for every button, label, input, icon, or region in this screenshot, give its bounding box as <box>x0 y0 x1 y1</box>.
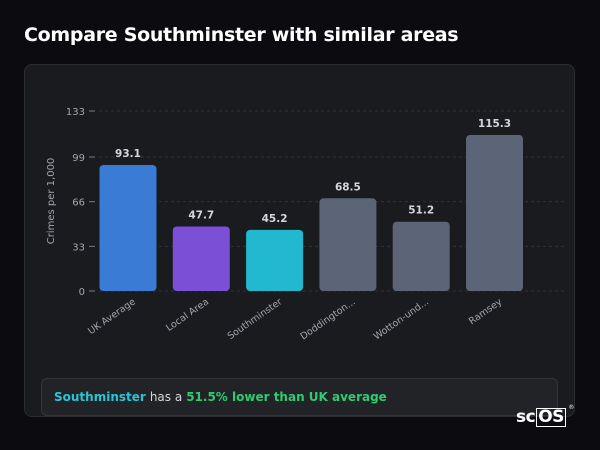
chart-card: 0 33 66 99 133 Crimes per 1,000 93.1 UK Average… <box>24 64 575 417</box>
x-category-label: Doddington... <box>298 296 357 342</box>
bar <box>466 134 523 291</box>
x-category-label: Ramsey <box>467 296 505 327</box>
bar-value-label: 68.5 <box>335 181 361 193</box>
x-category-label: Southminster <box>226 296 285 342</box>
bar-value-label: 47.7 <box>188 209 214 221</box>
summary-area-name: Southminster <box>54 390 146 404</box>
y-tick-label: 133 <box>66 107 85 118</box>
y-tick-label: 0 <box>79 287 85 298</box>
x-category-label: UK Average <box>86 296 138 337</box>
bar-value-label: 45.2 <box>262 213 288 225</box>
bar-value-label: 51.2 <box>408 205 434 217</box>
logo-registered-mark: ® <box>568 404 574 411</box>
bar <box>392 221 450 291</box>
bar <box>319 198 377 291</box>
y-tick-label: 66 <box>72 198 85 209</box>
logo-prefix: sc <box>516 407 536 427</box>
bar-value-label: 93.1 <box>115 148 141 160</box>
x-category-label: Wotton-und... <box>372 296 431 342</box>
logo-box: OS <box>536 407 566 427</box>
summary-difference: 51.5% lower than UK average <box>186 390 387 404</box>
bar <box>99 165 157 291</box>
scos-logo: sc OS ® <box>516 405 574 427</box>
y-tick-label: 99 <box>72 153 85 164</box>
y-axis-label: Crimes per 1,000 <box>46 158 57 245</box>
bar <box>172 226 230 291</box>
summary-text: has a <box>149 390 183 404</box>
x-category-label: Local Area <box>164 296 211 333</box>
page-title: Compare Southminster with similar areas <box>24 24 459 46</box>
bar <box>246 229 304 291</box>
bar-chart: 0 33 66 99 133 Crimes per 1,000 93.1 UK Average… <box>46 107 565 342</box>
summary-panel: Southminster has a 51.5% lower than UK a… <box>41 378 558 416</box>
bar-value-label: 115.3 <box>478 118 511 130</box>
y-tick-label: 33 <box>72 242 85 253</box>
